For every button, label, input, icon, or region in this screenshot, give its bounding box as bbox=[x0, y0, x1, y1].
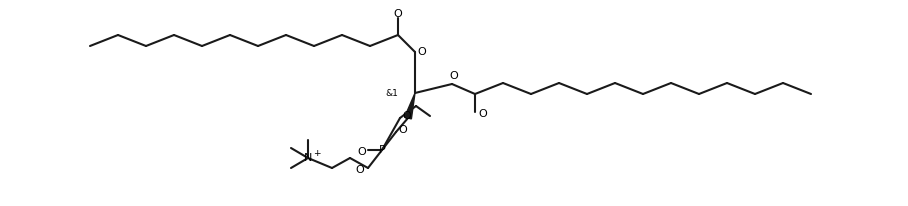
Text: O: O bbox=[356, 165, 364, 175]
Text: P: P bbox=[379, 145, 385, 155]
Text: O: O bbox=[402, 111, 411, 121]
Text: O: O bbox=[394, 9, 402, 19]
Text: O: O bbox=[479, 109, 488, 119]
Text: O: O bbox=[418, 47, 427, 57]
Text: N: N bbox=[304, 153, 312, 163]
Text: O: O bbox=[399, 125, 408, 135]
Polygon shape bbox=[405, 93, 415, 119]
Text: O: O bbox=[449, 71, 459, 81]
Text: O: O bbox=[358, 147, 366, 157]
Text: &1: &1 bbox=[385, 89, 398, 97]
Text: +: + bbox=[313, 149, 321, 158]
